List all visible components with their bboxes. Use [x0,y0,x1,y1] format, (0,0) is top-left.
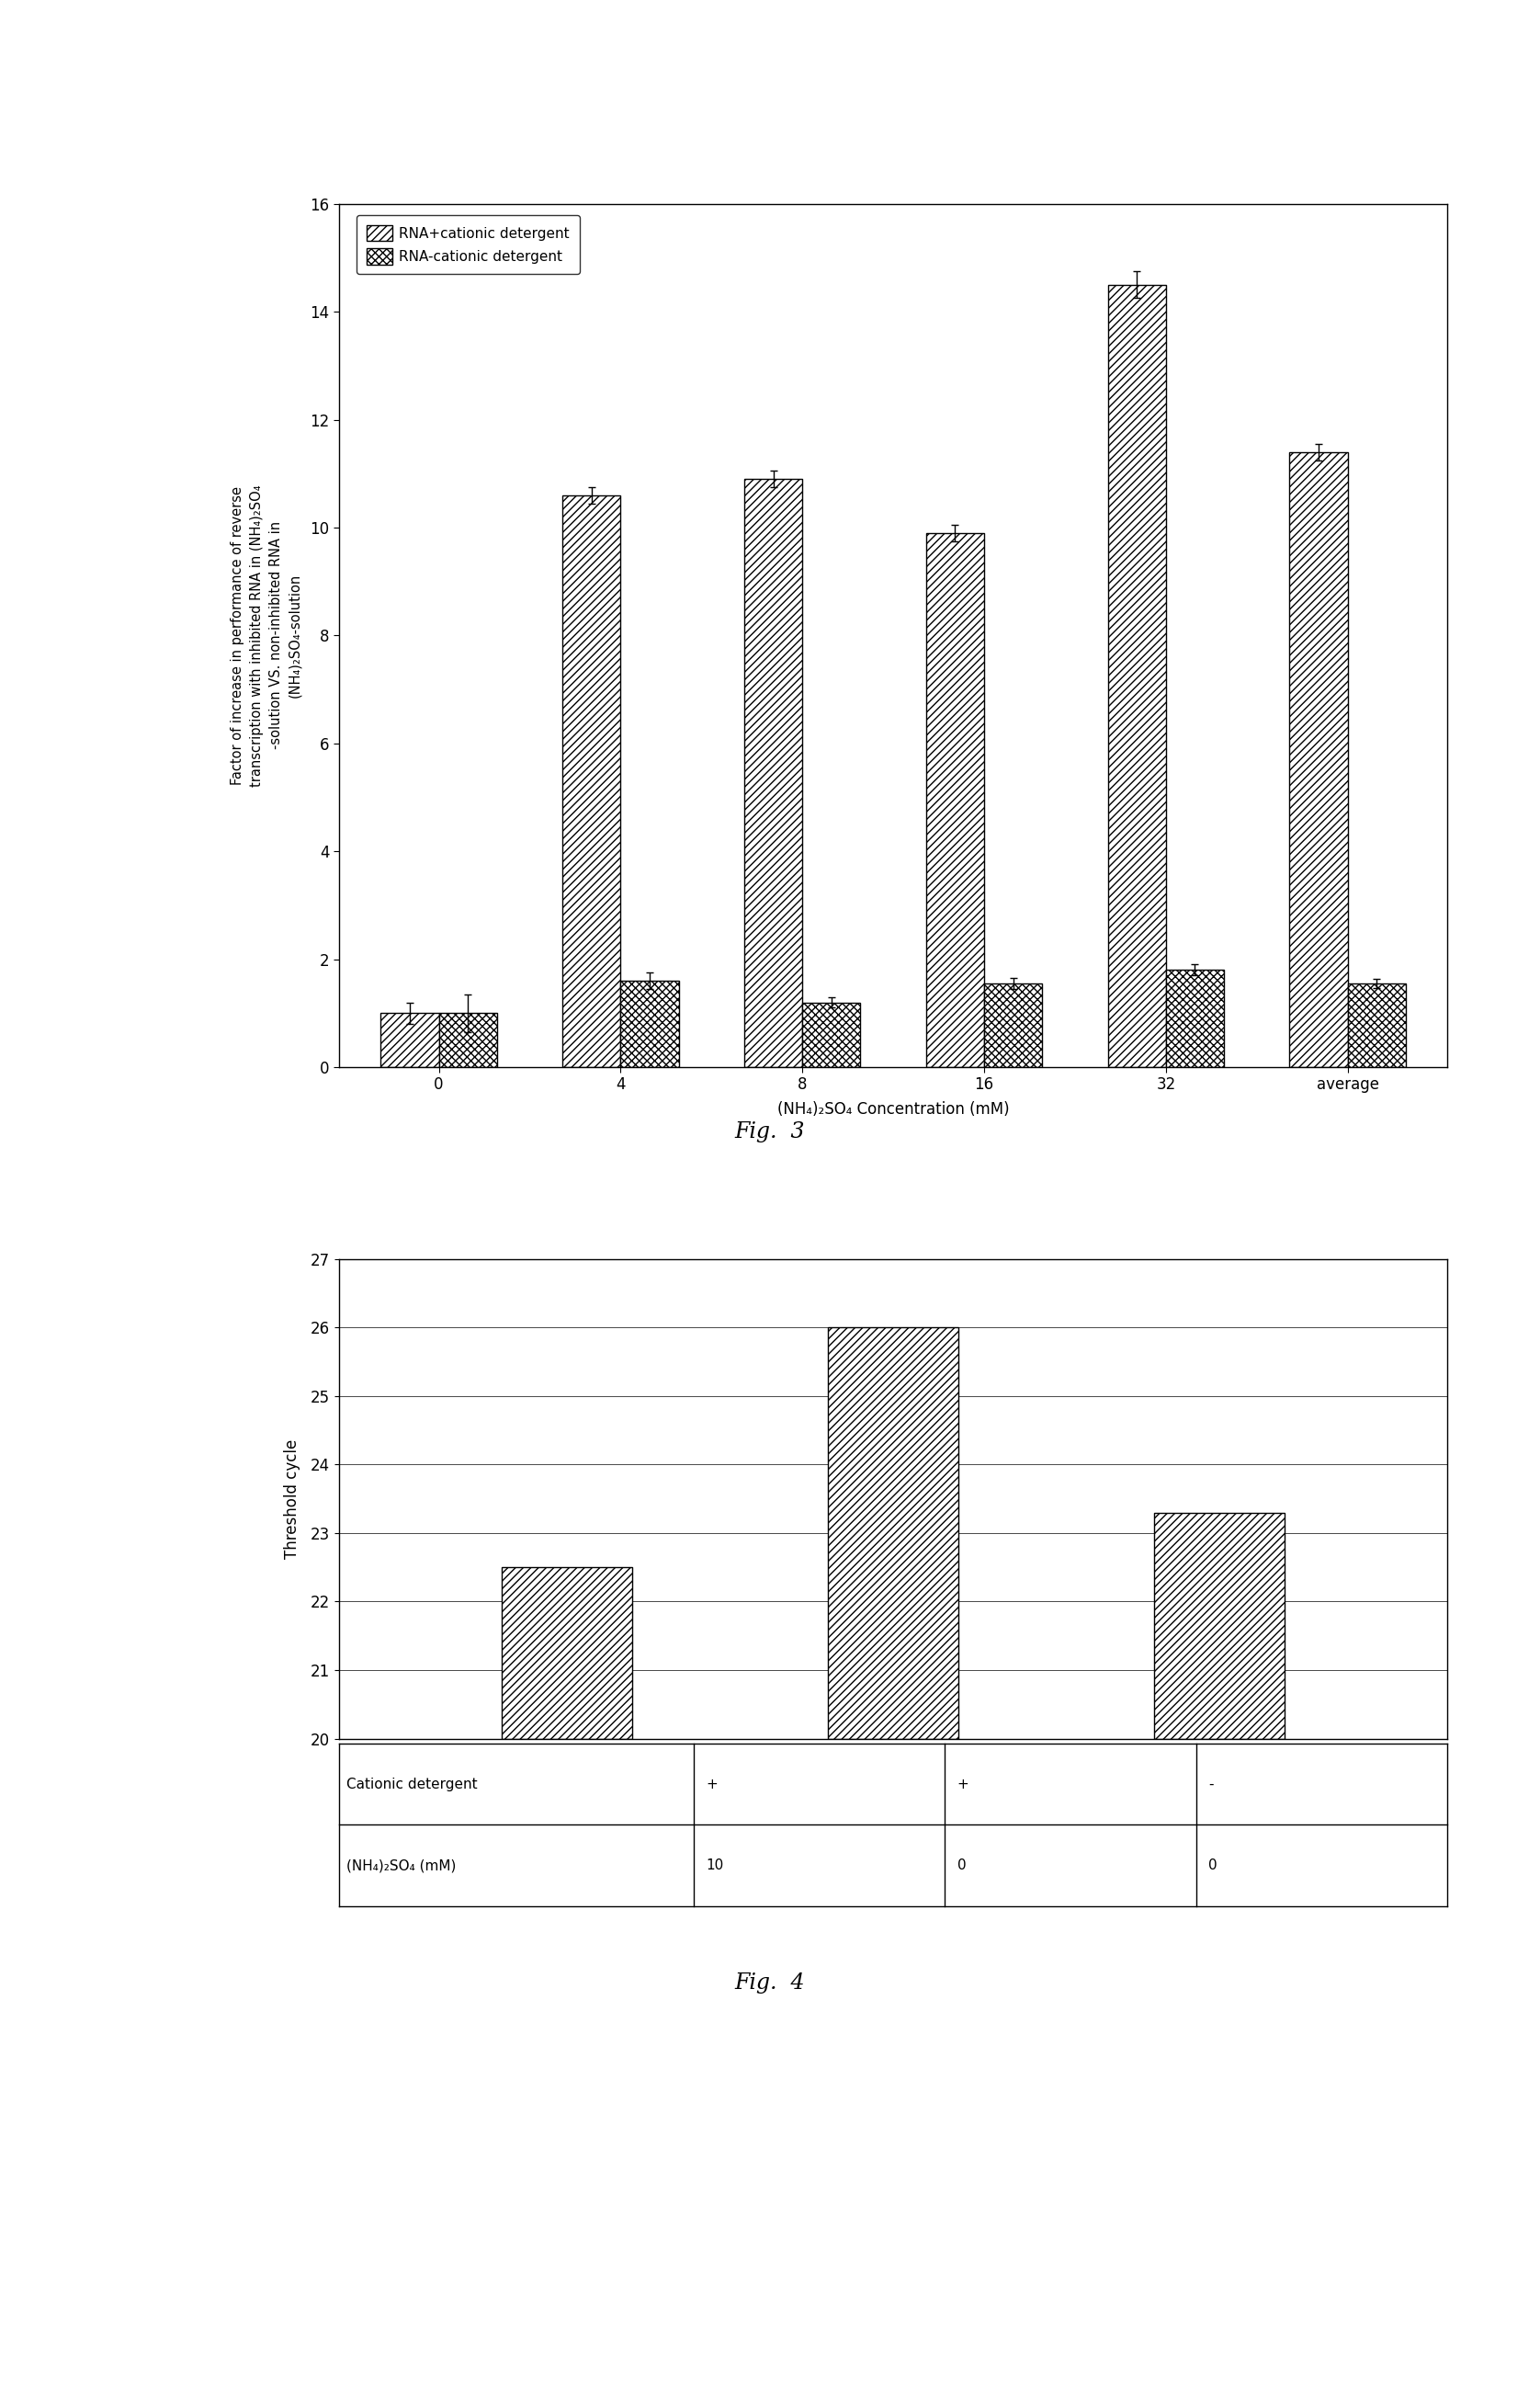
Text: -: - [1209,1777,1214,1791]
Y-axis label: Factor of increase in performance of reverse
transcription with inhibited RNA in: Factor of increase in performance of rev… [231,484,302,787]
Text: Fig.  3: Fig. 3 [735,1122,805,1141]
Bar [621,981,679,1067]
Bar [926,532,984,1067]
Text: Cationic detergent: Cationic detergent [346,1777,477,1791]
Bar [1107,285,1166,1067]
Bar [802,1002,861,1067]
Text: (NH₄)₂SO₄ (mM): (NH₄)₂SO₄ (mM) [346,1858,456,1873]
Bar [1289,451,1348,1067]
Text: 0: 0 [1209,1858,1218,1873]
Text: 10: 10 [705,1858,724,1873]
Bar [744,480,802,1067]
Bar [439,1012,497,1067]
Bar [829,1328,958,1739]
Text: +: + [705,1777,718,1791]
Bar [984,983,1043,1067]
Bar [1166,969,1224,1067]
Legend: RNA+cationic detergent, RNA-cationic detergent: RNA+cationic detergent, RNA-cationic det… [357,216,579,273]
Bar [1348,983,1406,1067]
Bar [380,1012,439,1067]
Bar [562,494,621,1067]
Text: 0: 0 [958,1858,966,1873]
X-axis label: (NH₄)₂SO₄ Concentration (mM): (NH₄)₂SO₄ Concentration (mM) [778,1101,1009,1117]
Text: +: + [958,1777,969,1791]
Y-axis label: Threshold cycle: Threshold cycle [283,1439,300,1559]
Text: Fig.  4: Fig. 4 [735,1974,805,1993]
Bar [1153,1513,1284,1739]
Bar [502,1568,633,1739]
